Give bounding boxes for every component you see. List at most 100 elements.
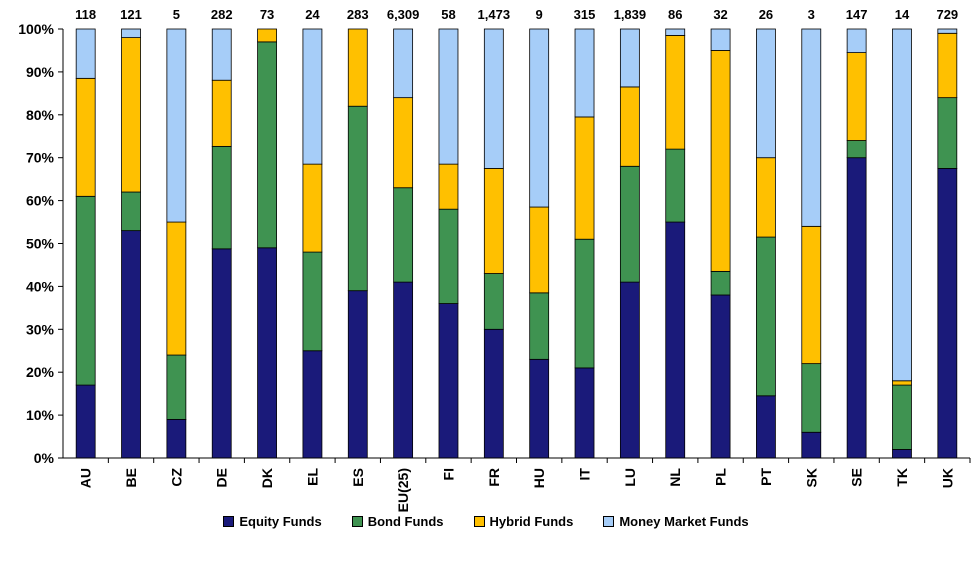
bar-segment-bond-funds bbox=[212, 146, 231, 248]
bar-segment-bond-funds bbox=[620, 166, 639, 282]
bar-segment-money-market-funds bbox=[620, 29, 639, 87]
y-tick-label: 50% bbox=[26, 236, 55, 252]
bar-segment-hybrid-funds bbox=[802, 226, 821, 363]
bar-segment-hybrid-funds bbox=[439, 164, 458, 209]
y-tick-label: 10% bbox=[26, 407, 55, 423]
bars bbox=[76, 29, 957, 458]
y-tick-label: 30% bbox=[26, 321, 55, 337]
bar-segment-money-market-funds bbox=[847, 29, 866, 53]
total-label: 3 bbox=[808, 7, 815, 22]
bar-segment-bond-funds bbox=[439, 209, 458, 303]
total-label: 118 bbox=[75, 7, 96, 22]
bar-stack-AU bbox=[76, 29, 95, 458]
bar-segment-equity-funds bbox=[620, 282, 639, 458]
bar-segment-equity-funds bbox=[439, 304, 458, 458]
total-label: 32 bbox=[713, 7, 727, 22]
bar-segment-equity-funds bbox=[892, 449, 911, 458]
bar-stack-TK bbox=[892, 29, 911, 458]
y-tick-label: 70% bbox=[26, 150, 55, 166]
x-tick-label: DK bbox=[259, 468, 275, 488]
bar-stack-NL bbox=[666, 29, 685, 458]
bar-segment-hybrid-funds bbox=[666, 35, 685, 149]
bar-segment-money-market-funds bbox=[303, 29, 322, 164]
bar-segment-equity-funds bbox=[122, 231, 141, 458]
total-label: 9 bbox=[536, 7, 543, 22]
legend-item-hybrid: Hybrid Funds bbox=[474, 514, 574, 529]
bar-segment-hybrid-funds bbox=[711, 50, 730, 271]
bar-stack-EL bbox=[303, 29, 322, 458]
bar-segment-money-market-funds bbox=[76, 29, 95, 78]
bar-segment-equity-funds bbox=[76, 385, 95, 458]
y-tick-label: 100% bbox=[18, 21, 54, 37]
bar-segment-money-market-funds bbox=[892, 29, 911, 381]
x-tick-label: AU bbox=[78, 468, 94, 488]
bar-segment-hybrid-funds bbox=[303, 164, 322, 252]
legend-label-money-market: Money Market Funds bbox=[619, 514, 748, 529]
bar-segment-equity-funds bbox=[348, 291, 367, 458]
y-tick-label: 0% bbox=[34, 450, 55, 466]
y-tick-label: 20% bbox=[26, 364, 55, 380]
bar-stack-DE bbox=[212, 29, 231, 458]
x-tick-label: SK bbox=[803, 468, 819, 487]
x-tick-label: PL bbox=[713, 468, 729, 486]
bar-segment-money-market-funds bbox=[938, 29, 957, 33]
total-label: 147 bbox=[846, 7, 868, 22]
total-label: 1,473 bbox=[478, 7, 511, 22]
bar-stack-PL bbox=[711, 29, 730, 458]
total-label: 24 bbox=[305, 7, 320, 22]
bar-segment-money-market-funds bbox=[167, 29, 186, 222]
x-axis: AU BE CZ DE DK EL ES EU(25) FI FR HU IT LU NL PL PT SK SE… bbox=[63, 458, 970, 512]
bar-segment-hybrid-funds bbox=[258, 29, 277, 42]
legend-label-equity: Equity Funds bbox=[239, 514, 321, 529]
total-labels: 118 121 5 282 73 24 283 6,309 58 1,473 9 315 1,839 86… bbox=[75, 7, 958, 22]
bar-stack-SK bbox=[802, 29, 821, 458]
bar-segment-bond-funds bbox=[122, 192, 141, 231]
bar-segment-bond-funds bbox=[76, 196, 95, 385]
x-tick-label: TK bbox=[894, 468, 910, 487]
bar-segment-bond-funds bbox=[167, 355, 186, 419]
bar-segment-money-market-funds bbox=[756, 29, 775, 158]
bar-stack-EU(25) bbox=[394, 29, 413, 458]
bar-stack-HU bbox=[530, 29, 549, 458]
x-tick-label: EL bbox=[304, 468, 320, 486]
bar-stack-IT bbox=[575, 29, 594, 458]
bar-segment-bond-funds bbox=[394, 188, 413, 282]
bar-stack-FR bbox=[484, 29, 503, 458]
legend-label-bond: Bond Funds bbox=[368, 514, 444, 529]
bar-stack-PT bbox=[756, 29, 775, 458]
bar-stack-CZ bbox=[167, 29, 186, 458]
bar-stack-ES bbox=[348, 29, 367, 458]
bar-segment-money-market-funds bbox=[802, 29, 821, 226]
bar-segment-equity-funds bbox=[167, 419, 186, 458]
bar-stack-BE bbox=[122, 29, 141, 458]
bar-segment-money-market-funds bbox=[212, 29, 231, 80]
bar-segment-bond-funds bbox=[303, 252, 322, 351]
bar-segment-money-market-funds bbox=[666, 29, 685, 35]
total-label: 73 bbox=[260, 7, 274, 22]
total-label: 5 bbox=[173, 7, 180, 22]
bar-segment-equity-funds bbox=[666, 222, 685, 458]
total-label: 729 bbox=[936, 7, 958, 22]
bar-segment-bond-funds bbox=[258, 42, 277, 248]
bar-segment-money-market-funds bbox=[484, 29, 503, 168]
bar-segment-money-market-funds bbox=[394, 29, 413, 98]
bar-segment-equity-funds bbox=[575, 368, 594, 458]
bar-segment-bond-funds bbox=[348, 106, 367, 290]
bar-segment-money-market-funds bbox=[711, 29, 730, 50]
bar-segment-hybrid-funds bbox=[348, 29, 367, 106]
bar-segment-equity-funds bbox=[756, 396, 775, 458]
legend-swatch-hybrid bbox=[474, 516, 485, 527]
y-tick-label: 90% bbox=[26, 64, 55, 80]
bar-segment-equity-funds bbox=[212, 249, 231, 458]
x-tick-label: IT bbox=[577, 468, 593, 481]
bar-stack-DK bbox=[258, 29, 277, 458]
bar-segment-bond-funds bbox=[938, 98, 957, 169]
x-tick-label: DE bbox=[214, 468, 230, 487]
bar-segment-hybrid-funds bbox=[620, 87, 639, 166]
x-tick-label: SE bbox=[849, 468, 865, 487]
x-tick-label: FR bbox=[486, 468, 502, 487]
bar-segment-hybrid-funds bbox=[938, 33, 957, 97]
bar-segment-hybrid-funds bbox=[530, 207, 549, 293]
bar-segment-money-market-funds bbox=[575, 29, 594, 117]
